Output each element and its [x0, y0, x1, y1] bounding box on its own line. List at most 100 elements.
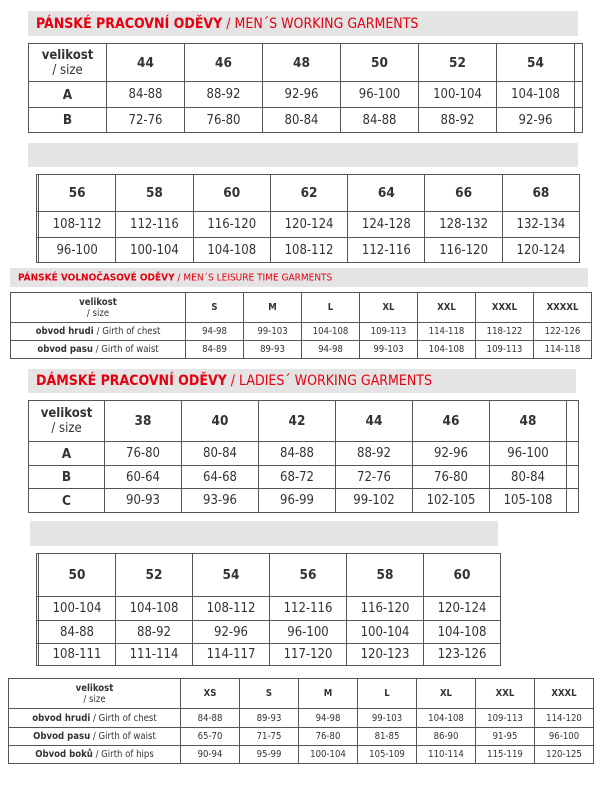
value-cell: 80-84 — [262, 107, 341, 133]
value-cell: 104-108 — [417, 340, 476, 359]
value-cell: 120-124 — [269, 211, 349, 238]
value-cell: 114-120 — [534, 708, 594, 728]
size-label-cell: velikost / size — [28, 400, 105, 442]
value-cell: 114-117 — [192, 643, 270, 666]
value-cell: 96-99 — [258, 488, 336, 513]
size-table: 56 58 60 62 64 66 68 108-112 112-116 116-120 120-1… — [36, 174, 581, 263]
value-cell: 105-108 — [489, 488, 567, 513]
section-title-en: / MEN´S WORKING GARMENTS — [222, 15, 419, 32]
row-label-cell: B — [28, 107, 107, 133]
value-cell: 99-103 — [243, 322, 302, 341]
table-header-row: velikost / size 44 46 48 50 52 54 — [28, 43, 583, 82]
size-header-cell: 54 — [496, 43, 575, 82]
size-table: velikost / size S M L XL XXL XXXL XXXXL obvod hru… — [10, 292, 592, 359]
clipped-cell — [574, 81, 583, 108]
table-row: obvod hrudi / Girth of chest 94-98 99-103 1… — [10, 322, 592, 341]
table-header-row: velikost / size 38 40 42 44 46 48 — [28, 400, 579, 442]
row-label-cell: A — [28, 81, 107, 108]
value-cell: 92-96 — [496, 107, 575, 133]
value-cell: 90-94 — [180, 745, 240, 764]
size-table: velikost / size XS S M L XL XXL XXXL obvod hrudi … — [8, 678, 594, 764]
value-cell: 89-93 — [243, 340, 302, 359]
size-header-cell: 56 — [269, 553, 347, 597]
size-header-cell: 54 — [192, 553, 270, 597]
value-cell: 100-104 — [38, 596, 116, 621]
row-label-en: / Girth of hips — [92, 749, 154, 760]
size-label-en: / size — [86, 307, 110, 319]
value-cell: 72-76 — [335, 465, 413, 489]
section-title-cz: PÁNSKÉ PRACOVNÍ ODĚVY — [36, 15, 223, 32]
size-header-cell: XL — [416, 678, 476, 709]
value-cell: 104-108 — [416, 708, 476, 728]
size-label-cz: velikost — [79, 296, 117, 308]
row-label-cz: obvod pasu — [37, 344, 93, 355]
section-header-ladies-working: DÁMSKÉ PRACOVNÍ ODĚVY / LADIES´ WORKING … — [28, 369, 576, 393]
value-cell: 88-92 — [115, 620, 193, 644]
value-cell: 92-96 — [192, 620, 270, 644]
size-header-cell: 44 — [106, 43, 185, 82]
value-cell: 104-108 — [115, 596, 193, 621]
size-header-cell: 68 — [501, 174, 581, 212]
value-cell: 96-100 — [340, 81, 419, 108]
clipped-cell — [566, 465, 579, 489]
value-cell: 118-122 — [475, 322, 534, 341]
value-cell: 88-92 — [184, 81, 263, 108]
value-cell: 76-80 — [184, 107, 263, 133]
size-header-cell: XL — [359, 292, 418, 323]
size-header-cell: M — [298, 678, 358, 709]
size-header-cell: 46 — [412, 400, 490, 442]
size-header-cell: 58 — [115, 174, 194, 212]
value-cell: 94-98 — [301, 340, 360, 359]
value-cell: 100-104 — [115, 237, 194, 263]
size-header-cell: 46 — [184, 43, 263, 82]
size-label-cell: velikost / size — [28, 43, 107, 82]
value-cell: 60-64 — [104, 465, 182, 489]
clipped-cell — [566, 400, 579, 442]
size-header-cell: 50 — [340, 43, 419, 82]
value-cell: 111-114 — [115, 643, 193, 666]
value-cell: 109-113 — [359, 322, 418, 341]
value-cell: 102-105 — [412, 488, 490, 513]
value-cell: 120-124 — [423, 596, 501, 621]
value-cell: 120-123 — [346, 643, 424, 666]
size-header-cell: 48 — [489, 400, 567, 442]
value-cell: 108-111 — [38, 643, 116, 666]
size-label-en: / size — [52, 62, 83, 78]
value-cell: 120-124 — [501, 237, 581, 263]
value-cell: 94-98 — [298, 708, 358, 728]
value-cell: 100-104 — [298, 745, 358, 764]
value-cell: 99-102 — [335, 488, 413, 513]
value-cell: 94-98 — [185, 322, 244, 341]
value-cell: 128-132 — [424, 211, 503, 238]
value-cell: 88-92 — [418, 107, 497, 133]
value-cell: 116-120 — [192, 211, 271, 238]
value-cell: 95-99 — [239, 745, 299, 764]
size-label-en: / size — [83, 693, 106, 705]
size-table: velikost / size 38 40 42 44 46 48 A 76-80 80-84 84-… — [28, 400, 579, 513]
table-row: A 76-80 80-84 84-88 88-92 92-96 96-100 — [28, 441, 579, 466]
table-header-row: 50 52 54 56 58 60 — [36, 553, 501, 597]
value-cell: 76-80 — [298, 727, 358, 746]
size-header-cell: 42 — [258, 400, 336, 442]
value-cell: 132-134 — [501, 211, 581, 238]
size-header-cell: L — [357, 678, 417, 709]
value-cell: 88-92 — [335, 441, 413, 466]
value-cell: 122-126 — [533, 322, 592, 341]
value-cell: 99-103 — [359, 340, 418, 359]
size-header-cell: 64 — [347, 174, 426, 212]
value-cell: 96-100 — [269, 620, 347, 644]
size-label-cell: velikost / size — [10, 292, 186, 323]
value-cell: 90-93 — [104, 488, 182, 513]
size-table: velikost / size 44 46 48 50 52 54 A 84-88 88-92 92-… — [28, 43, 583, 133]
row-label-cz: Obvod pasu — [33, 731, 91, 742]
table-row: 84-88 88-92 92-96 96-100 100-104 104-108 — [36, 620, 501, 644]
size-header-cell: XXL — [475, 678, 535, 709]
size-label-en: / size — [51, 421, 82, 436]
row-label-cell: obvod pasu / Girth of waist — [10, 340, 186, 359]
row-label-en: / Girth of chest — [90, 712, 157, 724]
value-cell: 84-88 — [38, 620, 116, 644]
size-label-cz: velikost — [41, 47, 94, 63]
size-header-cell: 38 — [104, 400, 182, 442]
table-row: obvod hrudi / Girth of chest 84-88 89-93 94… — [8, 708, 594, 728]
size-header-cell: 40 — [181, 400, 259, 442]
